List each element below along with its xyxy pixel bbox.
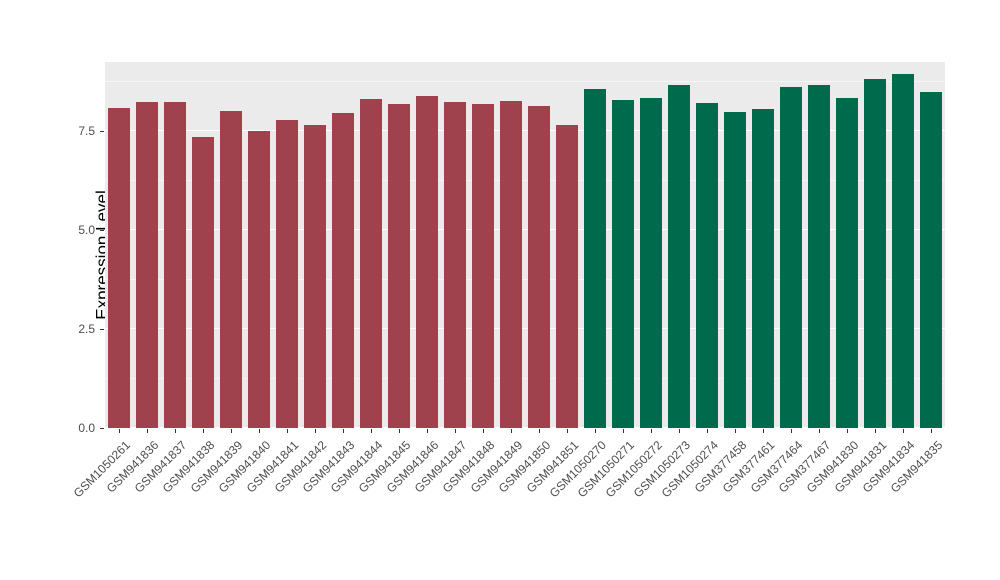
x-tick-mark xyxy=(847,429,848,433)
x-tick-mark xyxy=(595,429,596,433)
bar xyxy=(668,84,690,428)
bar xyxy=(528,106,550,428)
bar xyxy=(360,99,382,428)
bar xyxy=(920,92,942,428)
bar xyxy=(276,120,298,428)
x-tick-mark xyxy=(903,429,904,433)
x-tick-mark xyxy=(735,429,736,433)
bar xyxy=(108,107,130,428)
bar xyxy=(780,87,802,428)
plot-panel xyxy=(105,62,945,428)
gridline-major xyxy=(105,427,945,428)
bar xyxy=(416,96,438,428)
y-tick-label: 7.5 xyxy=(78,124,95,139)
bar xyxy=(584,89,606,428)
x-tick-mark xyxy=(791,429,792,433)
bar xyxy=(864,79,886,428)
x-tick-mark xyxy=(175,429,176,433)
x-tick-mark xyxy=(427,429,428,433)
bar xyxy=(220,111,242,428)
bar xyxy=(808,85,830,428)
y-tick-mark xyxy=(100,428,104,429)
x-tick-mark xyxy=(623,429,624,433)
x-tick-mark xyxy=(455,429,456,433)
x-tick-mark xyxy=(539,429,540,433)
x-tick-mark xyxy=(203,429,204,433)
x-tick-mark xyxy=(763,429,764,433)
gridline-minor xyxy=(105,80,945,82)
bar xyxy=(696,103,718,428)
x-tick-mark xyxy=(343,429,344,433)
y-tick-mark xyxy=(100,230,104,232)
gridline-minor xyxy=(105,278,945,280)
x-tick-mark xyxy=(119,429,120,433)
y-tick-label: 0.0 xyxy=(78,421,95,435)
bar xyxy=(500,101,522,428)
x-tick-mark xyxy=(399,429,400,433)
gridline-major xyxy=(105,130,945,132)
bar xyxy=(752,109,774,428)
bar xyxy=(388,104,410,428)
gridline-minor xyxy=(105,377,945,379)
x-tick-mark xyxy=(679,429,680,433)
bar xyxy=(192,137,214,428)
y-tick-mark xyxy=(100,329,104,331)
x-tick-mark xyxy=(567,429,568,433)
bar xyxy=(472,104,494,428)
bar xyxy=(136,102,158,428)
x-tick-mark xyxy=(819,429,820,433)
x-tick-mark xyxy=(147,429,148,433)
gridline-major xyxy=(105,328,945,330)
gridline-major xyxy=(105,229,945,231)
bar xyxy=(444,102,466,428)
bar xyxy=(724,112,746,428)
x-tick-mark xyxy=(315,429,316,433)
x-tick-mark xyxy=(483,429,484,433)
x-tick-mark xyxy=(511,429,512,433)
y-tick-mark xyxy=(100,131,104,133)
bar xyxy=(892,74,914,428)
gridline-minor xyxy=(105,179,945,181)
x-tick-mark xyxy=(707,429,708,433)
x-tick-mark xyxy=(875,429,876,433)
x-tick-mark xyxy=(931,429,932,433)
bar xyxy=(640,98,662,428)
x-tick-mark xyxy=(371,429,372,433)
y-tick-label: 5.0 xyxy=(78,223,95,238)
bar xyxy=(248,131,270,428)
bar xyxy=(332,113,354,428)
bar xyxy=(164,102,186,428)
y-tick-label: 2.5 xyxy=(78,322,95,337)
x-tick-mark xyxy=(651,429,652,433)
bar xyxy=(556,125,578,428)
bar xyxy=(836,98,858,428)
x-tick-mark xyxy=(259,429,260,433)
bar xyxy=(612,100,634,428)
bar xyxy=(304,125,326,428)
x-tick-mark xyxy=(231,429,232,433)
x-tick-mark xyxy=(287,429,288,433)
